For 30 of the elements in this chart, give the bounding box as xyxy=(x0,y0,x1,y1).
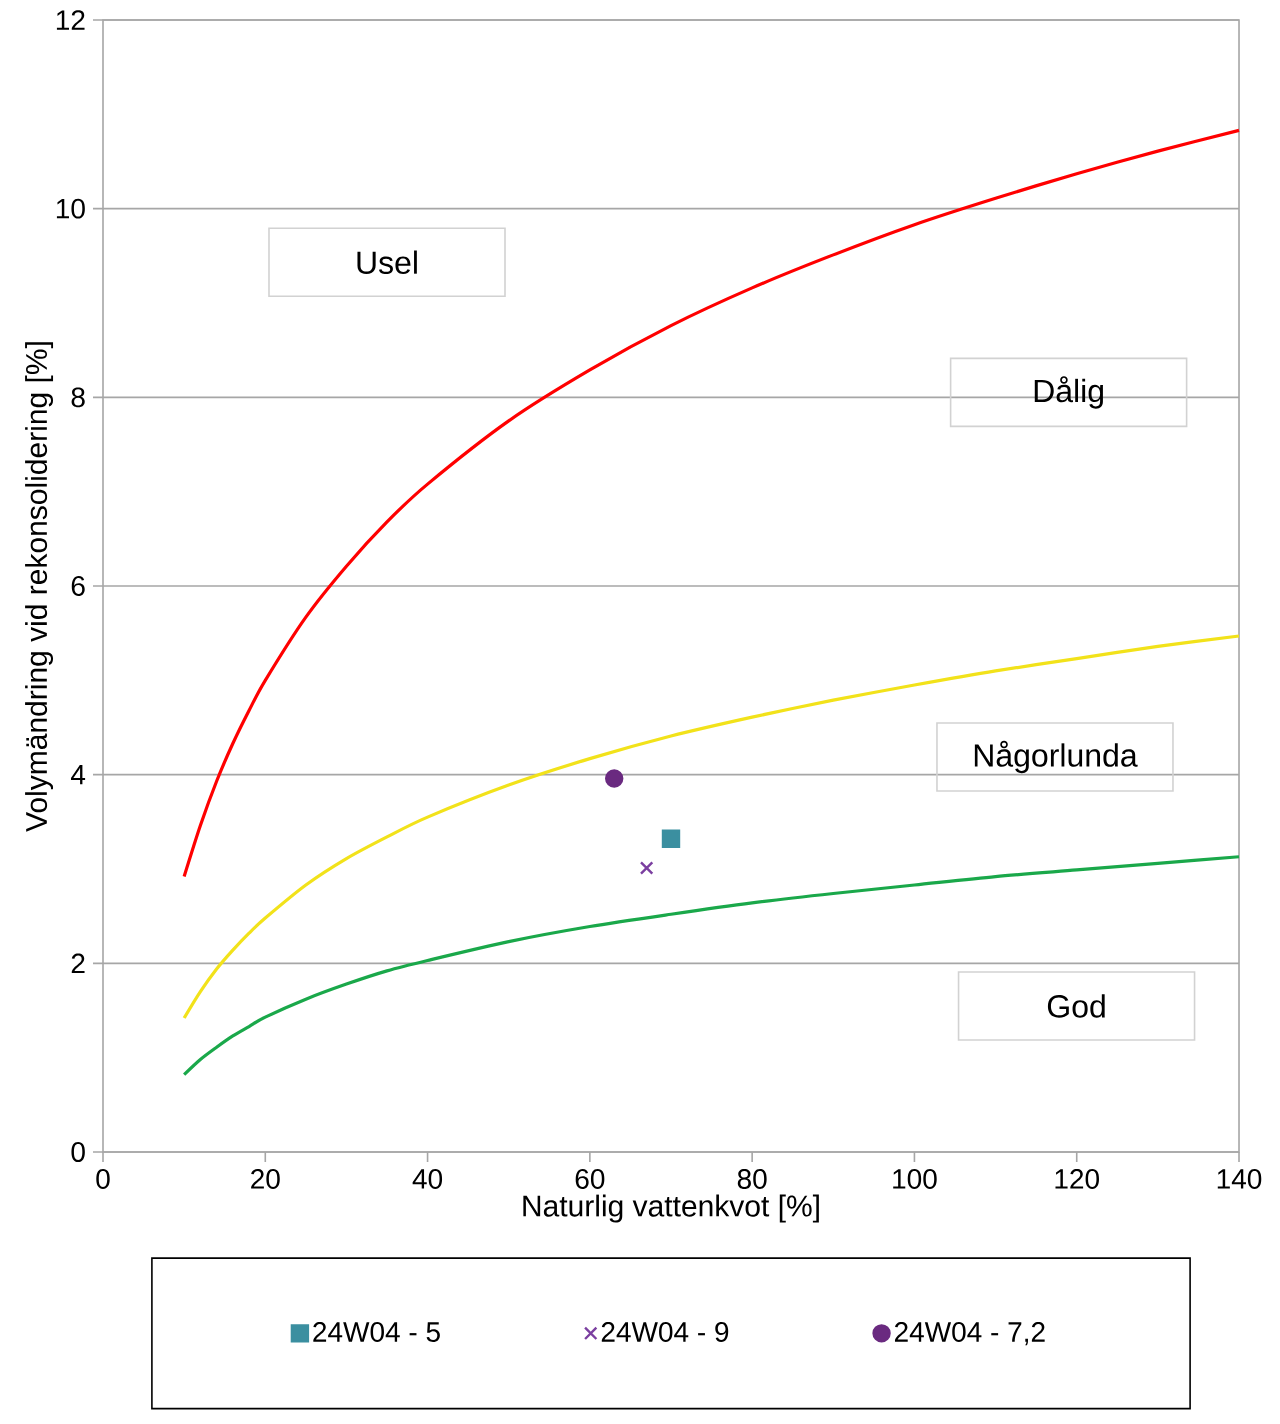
y-tick-label: 10 xyxy=(56,198,85,219)
point xyxy=(639,861,654,875)
point xyxy=(661,829,681,849)
x-tick-label: 60 xyxy=(575,1169,605,1189)
x-tick-label: 0 xyxy=(96,1169,110,1189)
annotation: God xyxy=(1047,994,1105,1018)
line-series xyxy=(182,128,1241,879)
x-tick-label: 20 xyxy=(251,1169,280,1189)
y-tick-label: 8 xyxy=(71,387,85,408)
annotation: Dålig xyxy=(1034,376,1103,409)
line-series xyxy=(182,634,1241,1020)
x-tick-label: 80 xyxy=(737,1169,767,1189)
x-tick-label: 40 xyxy=(412,1169,443,1189)
legend-label: 24W04 - 9 xyxy=(601,1322,729,1342)
y-tick-label: 0 xyxy=(71,1142,85,1162)
x-tick-label: 140 xyxy=(1217,1169,1262,1189)
x-tick-label: 120 xyxy=(1055,1169,1099,1189)
x-tick-label: 100 xyxy=(893,1169,937,1189)
y-tick-label: 12 xyxy=(56,10,85,30)
legend-label: 24W04 - 5 xyxy=(313,1322,440,1342)
line-series xyxy=(182,855,1241,1077)
y-tick-label: 6 xyxy=(71,576,85,596)
legend-label: 24W04 - 7,2 xyxy=(894,1322,1045,1346)
y-tick-label: 2 xyxy=(71,953,85,974)
y-tick-label: 4 xyxy=(70,765,86,785)
point xyxy=(605,769,624,788)
annotation: Usel xyxy=(357,250,417,274)
y-axis-title: Volymändring vid rekonsolidering [%] xyxy=(25,342,54,832)
x-axis-title: Naturlig vattenkvot [%] xyxy=(523,1194,819,1223)
annotation: Någorlunda xyxy=(974,740,1138,774)
